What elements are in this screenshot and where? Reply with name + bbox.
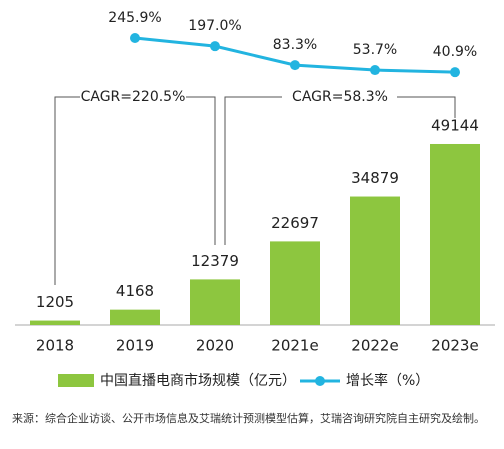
- x-tick-label: 2018: [36, 337, 74, 355]
- bracket: [186, 96, 216, 245]
- x-tick-label: 2023e: [431, 337, 478, 355]
- bracket: [397, 96, 456, 118]
- legend-label: 中国直播电商市场规模（亿元）: [100, 372, 296, 389]
- data-label: 49144: [431, 116, 479, 134]
- annotation: CAGR=58.3%: [292, 89, 388, 105]
- bar: [430, 143, 480, 325]
- data-label: 83.3%: [273, 37, 317, 53]
- legend-swatch: [315, 376, 325, 386]
- x-tick-label: 2019: [116, 337, 154, 355]
- x-tick-label: 2022e: [351, 337, 398, 355]
- cagr-brackets: [54, 96, 456, 285]
- bar: [110, 309, 160, 325]
- data-label: 34879: [351, 169, 399, 187]
- bar: [350, 196, 400, 325]
- bar: [190, 279, 240, 325]
- data-label: 22697: [271, 214, 319, 232]
- point: [290, 60, 300, 71]
- data-label: 197.0%: [188, 18, 241, 34]
- bar: [270, 241, 320, 325]
- data-label: 4168: [116, 282, 154, 300]
- legend-label: 增长率（%）: [346, 372, 429, 389]
- data-label: 53.7%: [353, 42, 397, 58]
- bracket: [224, 96, 282, 245]
- data-label: 12379: [191, 252, 239, 270]
- x-tick-label: 2021e: [271, 337, 318, 355]
- data-label: 245.9%: [108, 10, 161, 26]
- source-note: 来源：综合企业访谈、公开市场信息及艾瑞统计预测模型估算，艾瑞咨询研究院自主研究及…: [12, 412, 485, 425]
- data-label: 1205: [36, 293, 74, 311]
- chart: CAGR=220.5% CAGR=58.3% 2018 2019 2020 2021e…: [15, 10, 495, 389]
- point: [210, 41, 220, 52]
- point: [450, 67, 460, 78]
- bracket: [54, 96, 80, 285]
- data-label: 40.9%: [433, 44, 477, 60]
- x-tick-label: 2020: [196, 337, 234, 355]
- legend-swatch: [58, 374, 94, 387]
- annotation: CAGR=220.5%: [81, 89, 186, 105]
- point: [370, 65, 380, 76]
- point: [130, 33, 140, 44]
- bar: [30, 320, 80, 325]
